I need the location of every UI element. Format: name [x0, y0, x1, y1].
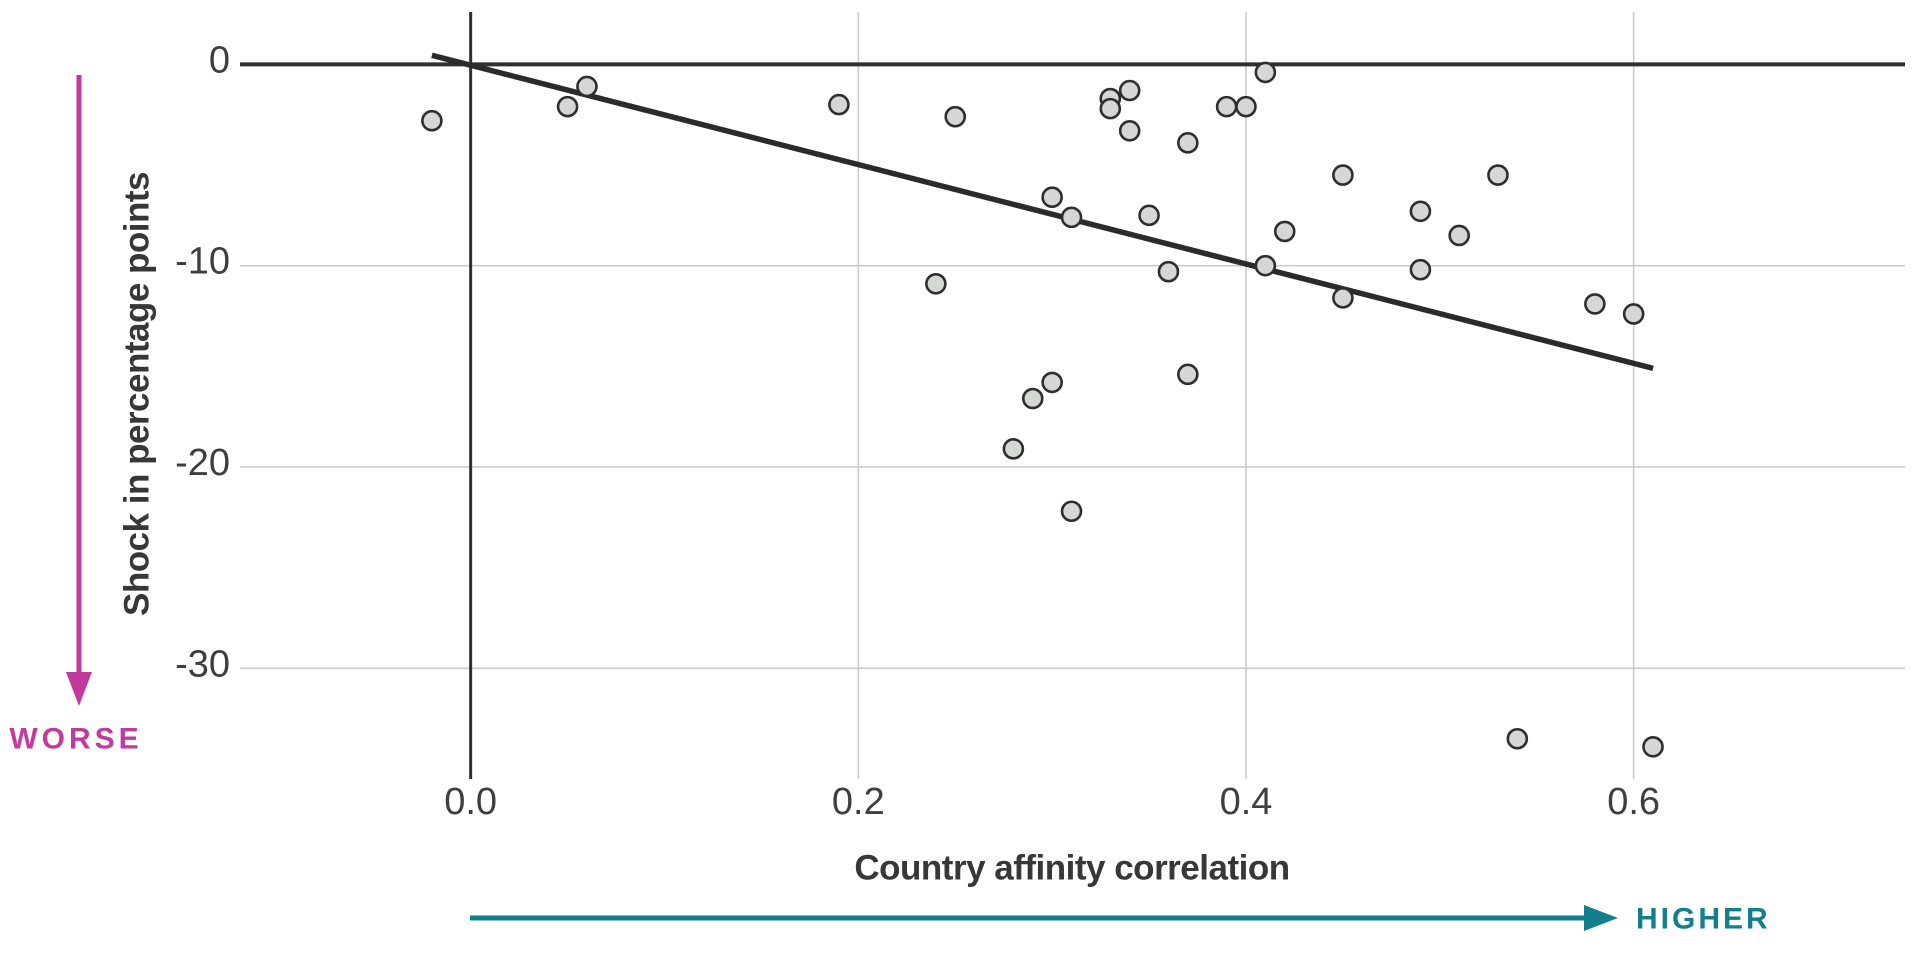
scatter-point	[1060, 206, 1083, 229]
scatter-point	[1138, 204, 1160, 227]
scatter-point	[556, 95, 579, 118]
scatter-point	[421, 109, 443, 132]
y-tick-labels: 0 -10 -20 -30	[175, 39, 230, 685]
x-tick-label: 0.2	[832, 781, 885, 823]
y-tick-label: -30	[175, 643, 230, 685]
scatter-point	[1041, 371, 1063, 394]
y-tick-label: 0	[209, 39, 230, 81]
higher-arrowhead-icon	[1584, 905, 1618, 931]
scatter-point	[1254, 61, 1277, 84]
scatter-point	[1041, 186, 1063, 209]
horizontal-gridlines	[240, 264, 1905, 670]
scatter-point	[1235, 95, 1257, 118]
worse-arrowhead-icon	[66, 672, 92, 706]
scatter-point	[1099, 97, 1122, 120]
x-tick-label: 0.0	[444, 781, 497, 823]
vertical-gridlines	[857, 12, 1635, 779]
x-tick-labels: 0.0 0.2 0.4 0.6	[444, 781, 1660, 823]
scatter-point	[1487, 164, 1509, 186]
worse-label: WORSE	[9, 723, 142, 756]
scatter-point	[1118, 119, 1141, 142]
scatter-point	[828, 93, 850, 116]
higher-annotation: HIGHER	[470, 903, 1771, 936]
scatter-point	[1060, 500, 1083, 523]
trend-line	[431, 52, 1654, 371]
scatter-point	[1157, 260, 1180, 283]
x-axis-title: Country affinity correlation	[854, 849, 1289, 888]
scatter-point	[1332, 164, 1354, 186]
scatter-point	[1177, 363, 1199, 386]
scatter-point	[1584, 293, 1606, 315]
scatter-point	[1273, 220, 1296, 243]
scatter-point	[1021, 387, 1044, 410]
scatter-point	[1002, 438, 1025, 460]
scatter-point	[925, 272, 947, 295]
scatter-point	[1448, 224, 1470, 247]
y-tick-label: -20	[175, 442, 230, 484]
scatter-point	[576, 75, 598, 98]
x-tick-label: 0.4	[1220, 781, 1273, 823]
scatter-point	[1215, 95, 1238, 118]
scatter-point	[1409, 200, 1432, 223]
scatter-point	[1622, 303, 1645, 325]
x-tick-label: 0.6	[1607, 781, 1660, 823]
scatter-point	[1332, 287, 1354, 309]
y-axis-title: Shock in percentage points	[118, 172, 157, 616]
scatter-point	[1177, 132, 1199, 154]
y-tick-label: -10	[175, 241, 230, 283]
scatter-point	[1506, 727, 1529, 750]
scatter-point	[1118, 79, 1141, 102]
scatter-point	[1642, 735, 1664, 758]
scatter-points	[421, 61, 1664, 758]
worse-annotation: WORSE	[9, 75, 142, 756]
higher-label: HIGHER	[1636, 903, 1771, 936]
scatter-point	[1254, 254, 1277, 277]
scatter-point	[944, 105, 967, 128]
scatter-point	[1409, 258, 1432, 281]
